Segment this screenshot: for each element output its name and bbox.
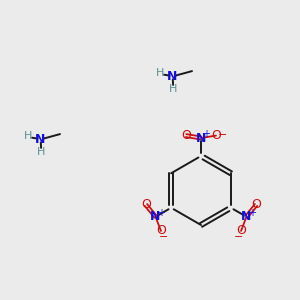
Text: +: + (248, 208, 256, 218)
Text: N: N (35, 133, 46, 146)
Text: −: − (234, 232, 243, 242)
Text: H: H (155, 68, 164, 78)
Text: H: H (169, 84, 177, 94)
Text: +: + (202, 129, 210, 139)
Text: O: O (156, 224, 166, 237)
Text: N: N (241, 210, 252, 223)
Text: O: O (211, 129, 221, 142)
Text: N: N (196, 131, 206, 145)
Text: O: O (141, 199, 151, 212)
Text: O: O (181, 129, 191, 142)
Text: +: + (157, 208, 165, 218)
Text: H: H (37, 147, 45, 157)
Text: N: N (150, 210, 161, 223)
Text: N: N (167, 70, 178, 83)
Text: O: O (251, 199, 261, 212)
Text: −: − (159, 232, 168, 242)
Text: H: H (23, 131, 32, 141)
Text: O: O (236, 224, 246, 237)
Text: −: − (218, 130, 227, 140)
